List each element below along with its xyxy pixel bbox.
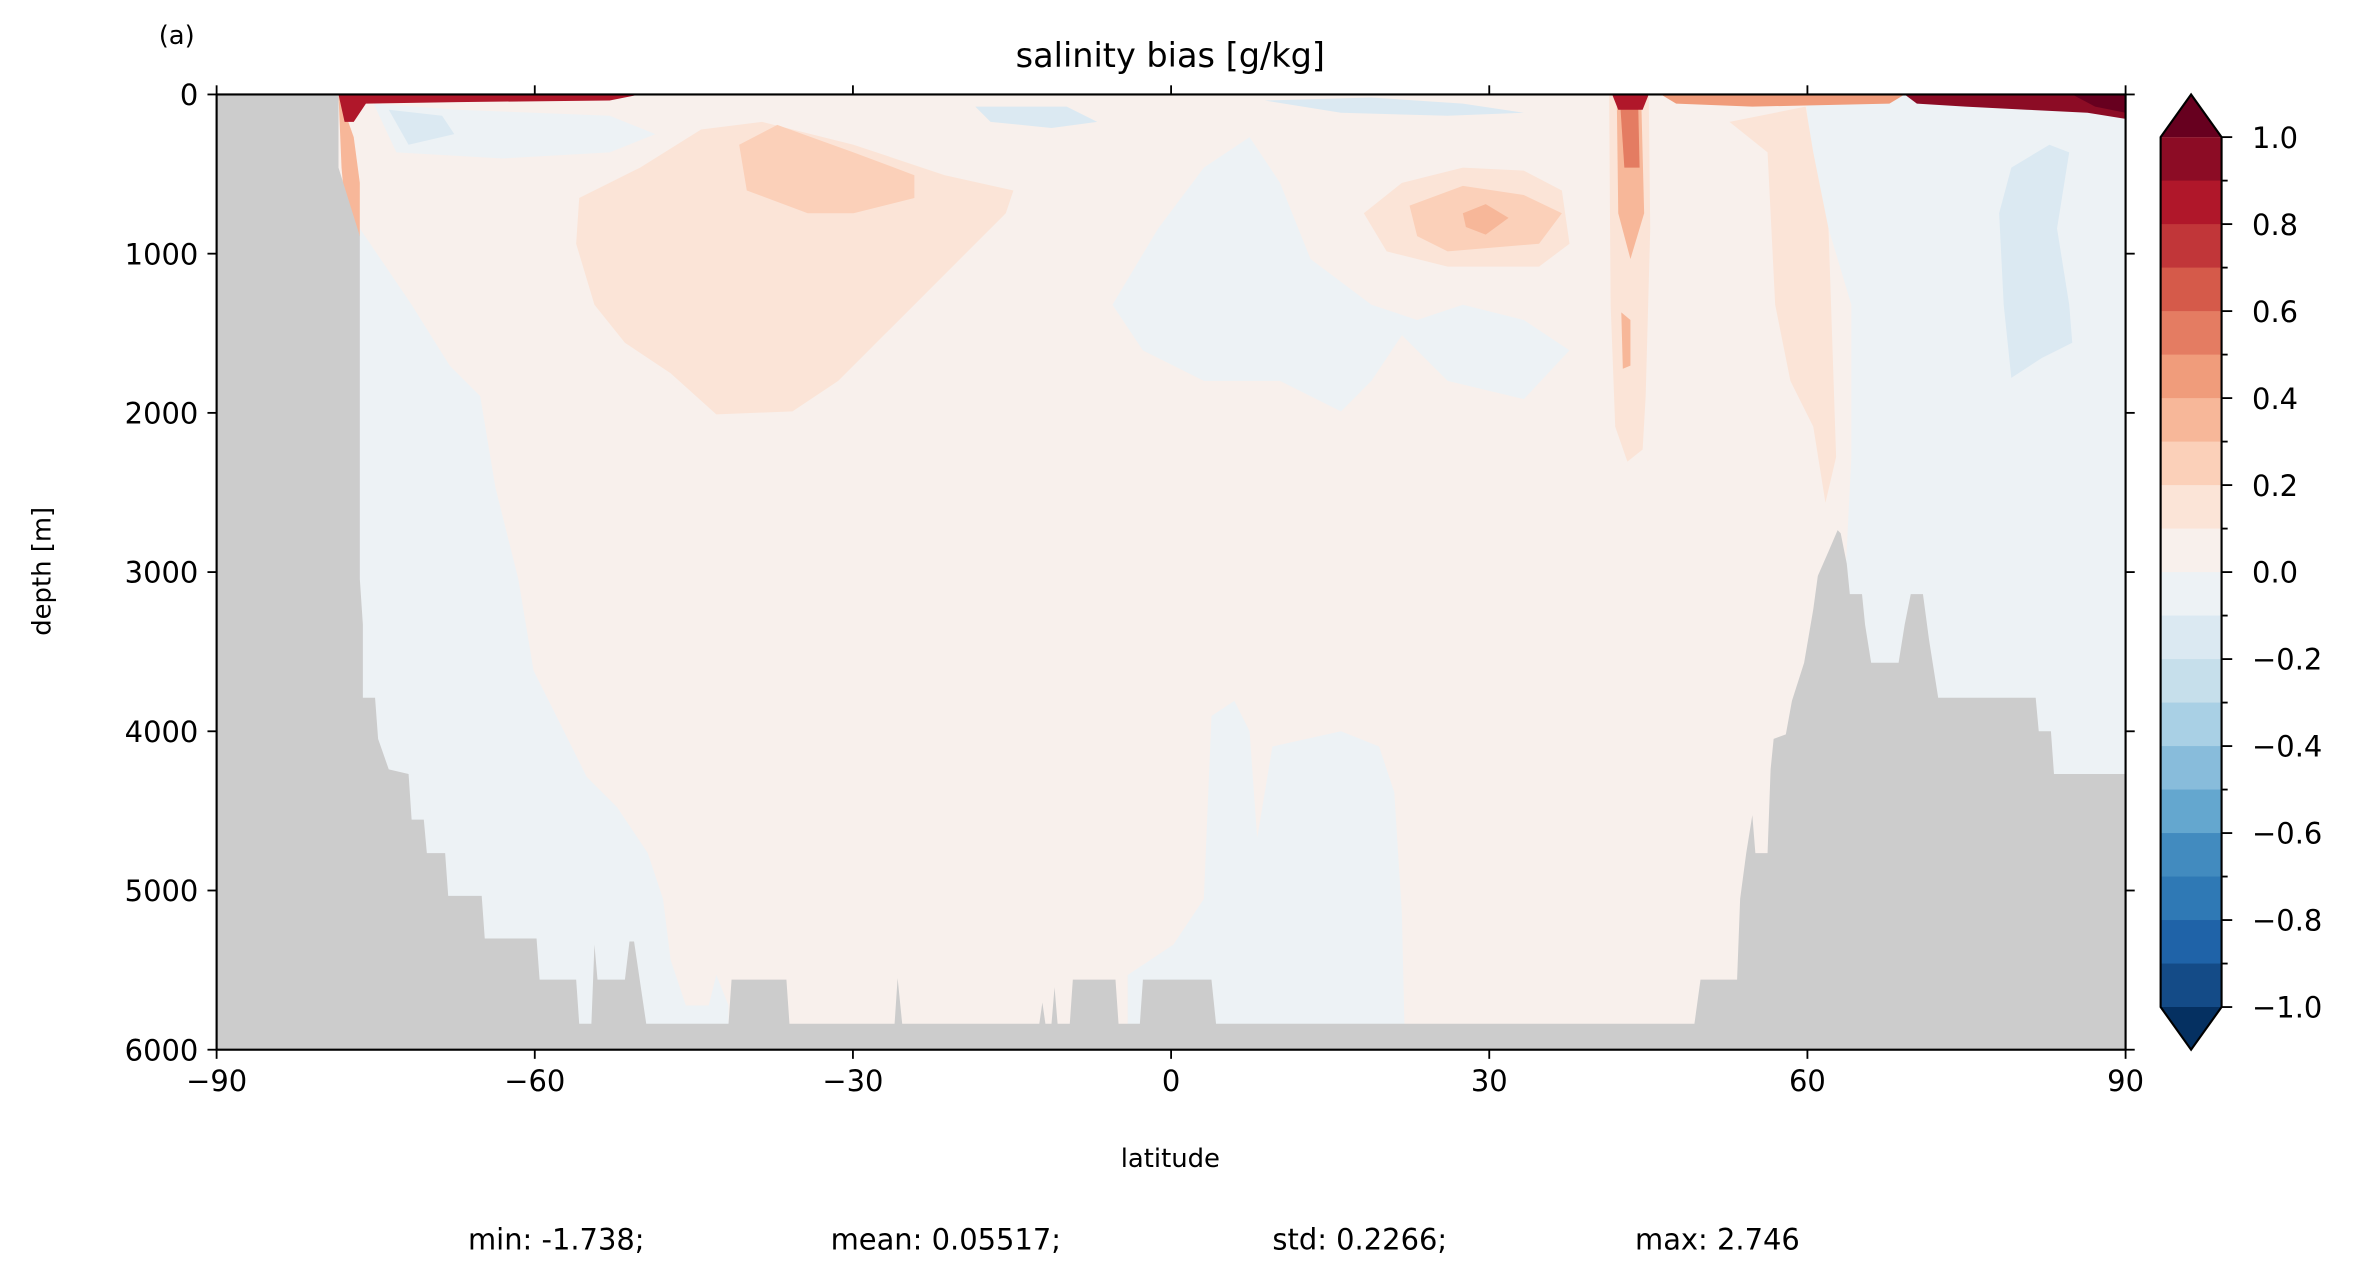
- colorbar-tick-label: −1.0: [2252, 991, 2322, 1025]
- colorbar-band: [2160, 180, 2222, 225]
- contour-surface-north-max: [2072, 94, 2126, 113]
- colorbar-tick-label: −0.8: [2252, 904, 2322, 938]
- contour-field: [216, 94, 2126, 1050]
- contour-pos-left-blob-core: [739, 124, 915, 214]
- colorbar-band: [2160, 615, 2222, 660]
- chart-title: salinity bias [g/kg]: [1016, 36, 1325, 75]
- y-axis-label: depth [m]: [28, 507, 58, 636]
- contour-neg-surface-eq: [1264, 97, 1524, 116]
- x-tick-label: 30: [1471, 1064, 1508, 1098]
- colorbar-band: [2160, 528, 2222, 573]
- x-tick-label: −60: [504, 1064, 565, 1098]
- colorbar-tick-label: 0.2: [2252, 469, 2298, 503]
- x-tick-label: 0: [1162, 1064, 1180, 1098]
- panel-label: (a): [159, 21, 195, 51]
- colorbar-band: [2160, 398, 2222, 443]
- colorbar-band: [2160, 833, 2222, 878]
- x-tick-label: 60: [1789, 1064, 1826, 1098]
- contour-pos-strip-43n-peak: [1619, 97, 1640, 168]
- contour-neg-surface-mid: [975, 106, 1098, 128]
- contour-surface-43n: [1612, 94, 1649, 110]
- land-mask: [216, 94, 2126, 1050]
- y-tick-label: 2000: [125, 397, 199, 431]
- colorbar-band: [2160, 224, 2222, 269]
- x-tick-label: −30: [822, 1064, 883, 1098]
- contour-pos-right-blob-peak: [1462, 204, 1509, 235]
- colorbar-band: [2160, 963, 2222, 1008]
- colorbar-tick-label: 0.0: [2252, 556, 2298, 590]
- x-tick-label: −90: [186, 1064, 247, 1098]
- colorbar-tick-label: 1.0: [2252, 121, 2298, 155]
- colorbar-tick-label: 0.6: [2252, 295, 2298, 329]
- contour-neg-surface-left: [373, 103, 656, 159]
- stats-line: min: -1.738; mean: 0.05517; std: 0.2266;…: [468, 1222, 1800, 1256]
- contour-surface-south: [338, 94, 641, 122]
- colorbar-band: [2160, 789, 2222, 834]
- contour-surface-north-halo: [1660, 94, 1905, 107]
- colorbar-extend-over: [2160, 94, 2222, 138]
- colorbar-band: [2160, 311, 2222, 356]
- colorbar-extend-under: [2160, 1007, 2222, 1050]
- colorbar-tick-label: −0.4: [2252, 730, 2322, 764]
- contour-pos-right-strip: [1729, 106, 1837, 503]
- colorbar-band: [2160, 137, 2222, 182]
- colorbar-band: [2160, 267, 2222, 312]
- y-tick-label: 4000: [125, 715, 199, 749]
- y-tick-label: 5000: [125, 874, 199, 908]
- colorbar-tick-label: −0.6: [2252, 817, 2322, 851]
- colorbar-band: [2160, 485, 2222, 530]
- y-tick-label: 3000: [125, 556, 199, 590]
- contour-neg-bottom: [1127, 700, 1405, 1050]
- stat-std: std: 0.2266;: [1272, 1222, 1447, 1256]
- colorbar-band: [2160, 659, 2222, 704]
- contour-pos-antarctic: [338, 94, 360, 237]
- colorbar-band: [2160, 920, 2222, 965]
- contour-neg-mid: [1112, 137, 1570, 412]
- contour-neg-surface-left-inner: [388, 109, 455, 145]
- contour-surface-north: [1904, 94, 2126, 119]
- contour-pos-strip-43n-lower: [1621, 312, 1631, 369]
- colorbar-tick-label: −0.2: [2252, 643, 2322, 677]
- y-tick-label: 1000: [125, 237, 199, 271]
- stat-max: max: 2.746: [1635, 1222, 1800, 1256]
- colorbar-band: [2160, 876, 2222, 921]
- colorbar: 1.0 0.8 0.6 0.4 0.2 0.0 −0.2 −0.4 −0.6 −0.8 −1.0: [2159, 92, 2322, 1052]
- colorbar-band: [2160, 441, 2222, 486]
- colorbar-band: [2160, 702, 2222, 747]
- y-tick-label: 6000: [125, 1033, 199, 1067]
- x-axis-label: latitude: [1121, 1144, 1220, 1174]
- x-axis: −90 −60 −30 0 30 60 90: [186, 85, 2144, 1098]
- colorbar-tick-label: 0.4: [2252, 382, 2298, 416]
- stat-min: min: -1.738;: [468, 1222, 645, 1256]
- stat-mean: mean: 0.05517;: [831, 1222, 1061, 1256]
- colorbar-band: [2160, 746, 2222, 791]
- colorbar-band: [2160, 354, 2222, 399]
- y-tick-label: 0: [180, 78, 198, 112]
- y-axis: 0 1000 2000 3000 4000 5000 6000: [125, 78, 2135, 1067]
- colorbar-tick-label: 0.8: [2252, 208, 2298, 242]
- colorbar-band: [2160, 572, 2222, 617]
- x-tick-label: 90: [2107, 1064, 2144, 1098]
- contour-neg-right-inner: [1999, 144, 2073, 378]
